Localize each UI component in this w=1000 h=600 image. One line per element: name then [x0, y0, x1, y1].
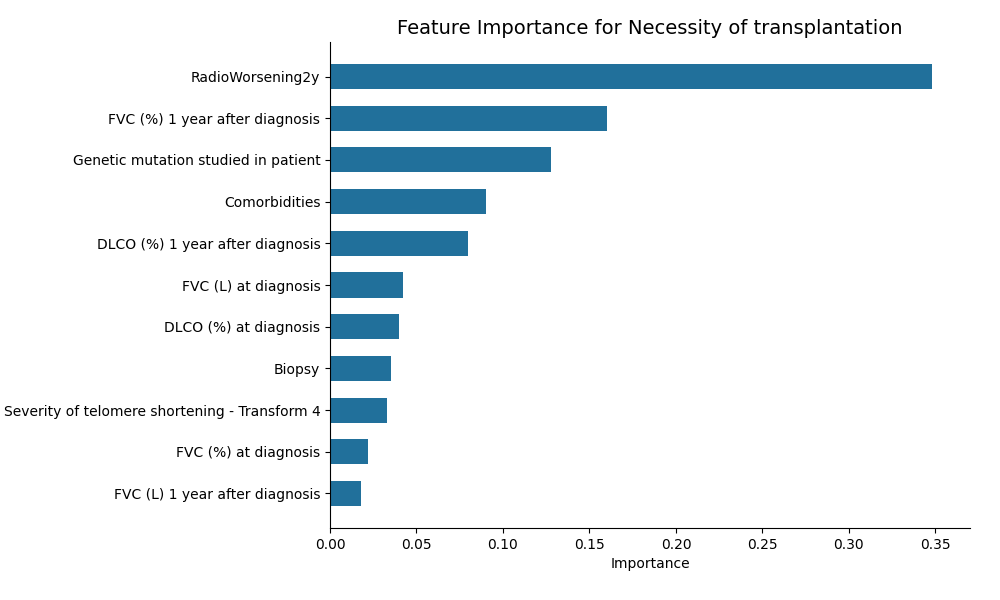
- Bar: [330, 314, 399, 339]
- Bar: [330, 481, 361, 506]
- Bar: [330, 231, 468, 256]
- Bar: [330, 398, 387, 422]
- Bar: [330, 272, 403, 298]
- Bar: [330, 64, 932, 89]
- Title: Feature Importance for Necessity of transplantation: Feature Importance for Necessity of tran…: [397, 19, 903, 38]
- X-axis label: Importance: Importance: [610, 557, 690, 571]
- Bar: [330, 356, 391, 381]
- Bar: [330, 439, 368, 464]
- Bar: [330, 148, 551, 172]
- Bar: [330, 106, 607, 131]
- Bar: [330, 189, 486, 214]
